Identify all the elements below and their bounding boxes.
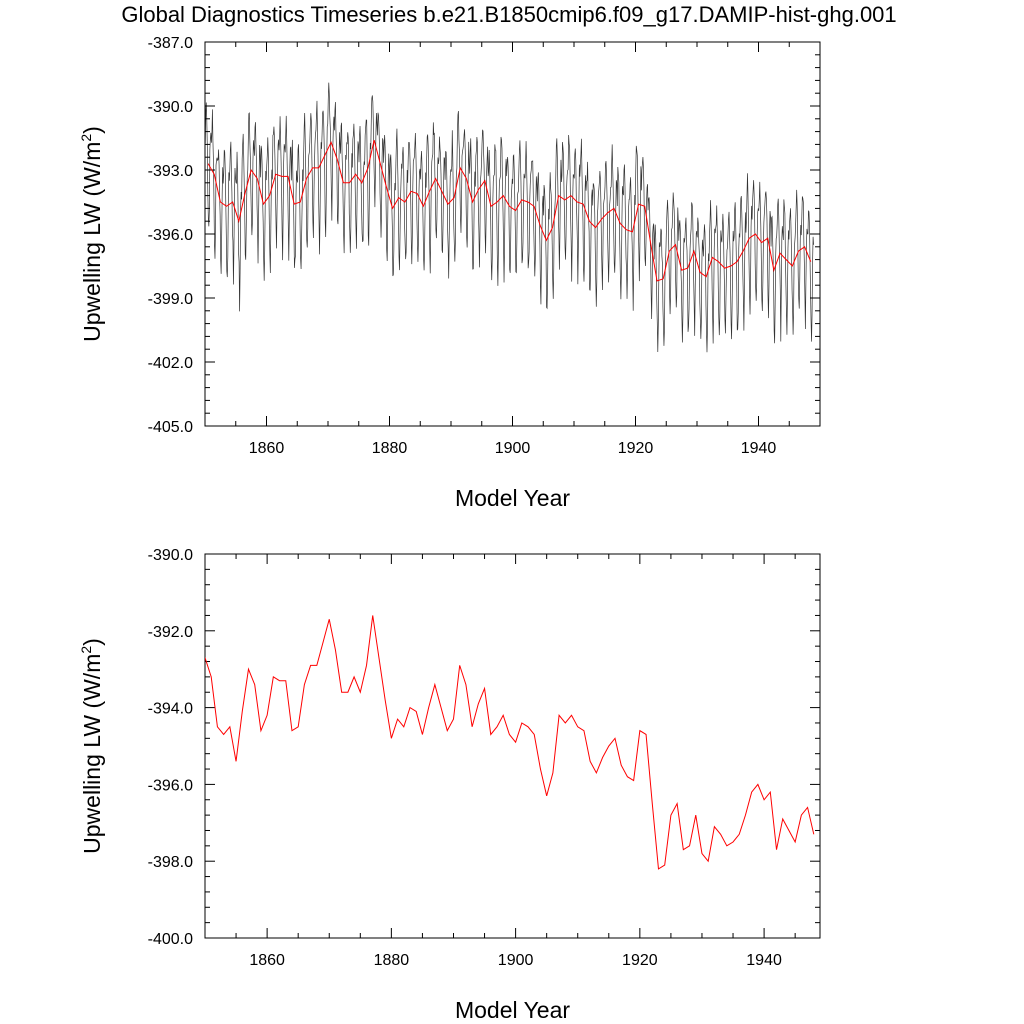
y-tick-label: -393.0 xyxy=(148,163,193,180)
x-axis-title: Model Year xyxy=(455,997,570,1023)
y-axis-title: Upwelling LW (W/m2) xyxy=(78,126,105,342)
x-tick-label: 1860 xyxy=(249,952,285,969)
monthly-series-line xyxy=(205,82,814,353)
x-tick-label: 1920 xyxy=(622,952,658,969)
y-tick-label: -398.0 xyxy=(148,854,193,871)
plot-area xyxy=(205,82,814,353)
top-panel-monthly-and-annual: -387.0 -390.0 -393.0 -396.0 -399.0 -402.0 -405… xyxy=(78,35,821,511)
y-tick-label: -392.0 xyxy=(148,624,193,641)
y-axis-title-close: ) xyxy=(79,638,105,646)
plot-frame xyxy=(204,553,821,939)
x-tick-label: 1940 xyxy=(741,440,777,457)
y-tick-label: -396.0 xyxy=(148,777,193,794)
y-axis-title-main: Upwelling LW (W/m xyxy=(79,654,105,854)
x-tick-label: 1920 xyxy=(618,440,654,457)
bottom-panel-annual: -390.0 -392.0 -394.0 -396.0 -398.0 -400.0 1860… xyxy=(78,547,821,1023)
y-axis-title: Upwelling LW (W/m2) xyxy=(78,638,105,854)
y-tick-label: -394.0 xyxy=(148,701,193,718)
x-axis-title: Model Year xyxy=(455,485,570,511)
x-tick-label: 1880 xyxy=(374,952,410,969)
y-tick-label: -402.0 xyxy=(148,355,193,372)
y-tick-label: -390.0 xyxy=(148,547,193,564)
annual-mean-line-bottom xyxy=(205,615,815,870)
plot-area xyxy=(205,615,815,870)
x-tick-label: 1900 xyxy=(498,952,534,969)
x-tick-label: 1900 xyxy=(495,440,531,457)
y-axis-title-main: Upwelling LW (W/m xyxy=(79,142,105,342)
y-tick-label: -405.0 xyxy=(148,419,193,436)
y-axis-title-close: ) xyxy=(79,126,105,134)
y-tick-label: -396.0 xyxy=(148,227,193,244)
y-tick-label: -400.0 xyxy=(148,931,193,948)
y-axis-title-superscript: 2 xyxy=(78,134,94,142)
y-tick-label: -390.0 xyxy=(148,99,193,116)
x-tick-label: 1940 xyxy=(746,952,782,969)
y-tick-label: -399.0 xyxy=(148,291,193,308)
chart-title: Global Diagnostics Timeseries b.e21.B185… xyxy=(121,2,896,27)
annual-mean-line-top xyxy=(207,140,812,282)
x-tick-label: 1880 xyxy=(372,440,408,457)
y-tick-label: -387.0 xyxy=(148,35,193,52)
y-axis-title-superscript: 2 xyxy=(78,646,94,654)
x-tick-label: 1860 xyxy=(249,440,285,457)
